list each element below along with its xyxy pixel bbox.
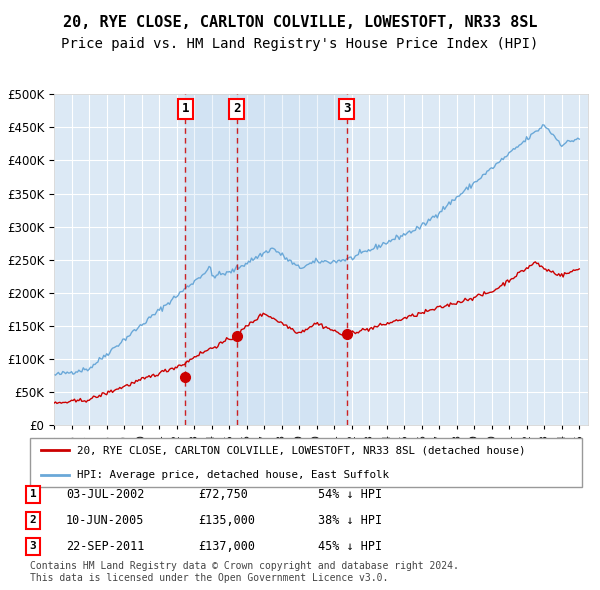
Text: 22-SEP-2011: 22-SEP-2011 [66,540,145,553]
Text: 38% ↓ HPI: 38% ↓ HPI [318,514,382,527]
Text: Price paid vs. HM Land Registry's House Price Index (HPI): Price paid vs. HM Land Registry's House … [61,37,539,51]
Bar [237,94,347,425]
Text: 10-JUN-2005: 10-JUN-2005 [66,514,145,527]
Text: 3: 3 [343,103,350,116]
Text: 03-JUL-2002: 03-JUL-2002 [66,488,145,501]
Bar [185,94,237,425]
Text: 20, RYE CLOSE, CARLTON COLVILLE, LOWESTOFT, NR33 8SL (detached house): 20, RYE CLOSE, CARLTON COLVILLE, LOWESTO… [77,445,526,455]
Text: 2: 2 [233,103,241,116]
Text: £72,750: £72,750 [198,488,248,501]
Text: 1: 1 [182,103,189,116]
Text: 45% ↓ HPI: 45% ↓ HPI [318,540,382,553]
Text: 20, RYE CLOSE, CARLTON COLVILLE, LOWESTOFT, NR33 8SL: 20, RYE CLOSE, CARLTON COLVILLE, LOWESTO… [63,15,537,30]
Text: HPI: Average price, detached house, East Suffolk: HPI: Average price, detached house, East… [77,470,389,480]
Text: 1: 1 [29,490,37,499]
Text: 2: 2 [29,516,37,525]
Text: 54% ↓ HPI: 54% ↓ HPI [318,488,382,501]
Text: 3: 3 [29,542,37,551]
Text: £135,000: £135,000 [198,514,255,527]
FancyBboxPatch shape [30,438,582,487]
Text: Contains HM Land Registry data © Crown copyright and database right 2024.
This d: Contains HM Land Registry data © Crown c… [30,561,459,583]
Text: £137,000: £137,000 [198,540,255,553]
